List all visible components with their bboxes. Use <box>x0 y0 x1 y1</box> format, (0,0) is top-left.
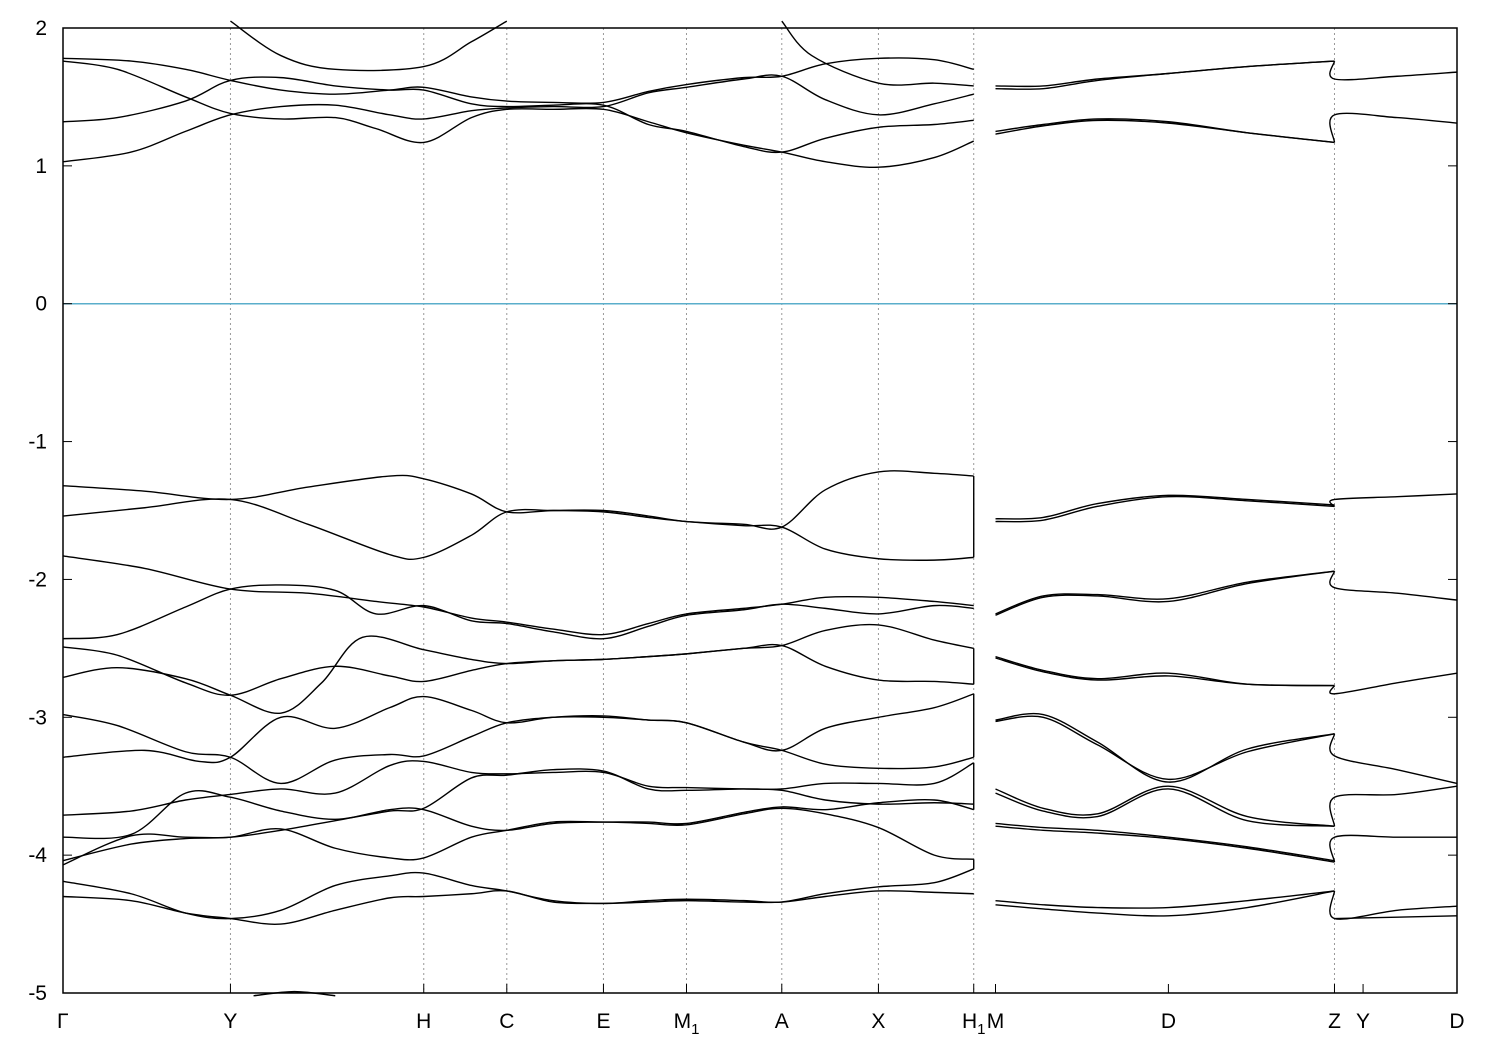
band-series-16 <box>62 584 974 640</box>
band-series-22 <box>62 790 974 860</box>
y-axis-ticks: 2 1 0 -1 -2 -3 -4 -5 <box>28 17 1457 1005</box>
x-tick-label-4: E <box>596 1010 610 1033</box>
band-series-1 <box>62 60 974 169</box>
y-tick-label-6: -4 <box>28 844 47 867</box>
band-series-11 <box>1329 112 1458 143</box>
band-series-4 <box>230 20 508 72</box>
band-series-9 <box>995 119 1335 144</box>
x-tick-label-2: H <box>416 1010 431 1033</box>
band-series-7 <box>995 60 1335 90</box>
y-tick-label-3: -1 <box>28 431 47 454</box>
band-series-48 <box>1329 672 1458 695</box>
y-tick-label-2: 0 <box>35 293 47 316</box>
x-tick-label-0: Γ <box>57 1010 69 1033</box>
x-tick-label-13: D <box>1449 1010 1464 1033</box>
band-series-41 <box>995 788 1335 827</box>
band-lines <box>62 20 1458 997</box>
vertical-gridlines <box>229 28 1335 993</box>
band-series-44 <box>995 890 1335 909</box>
band-series-27 <box>253 990 336 997</box>
x-tick-label-3: C <box>499 1010 514 1033</box>
band-series-45 <box>995 890 1335 917</box>
x-tick-label-9: M <box>987 1010 1005 1033</box>
band-series-47 <box>1329 570 1458 601</box>
band-series-18 <box>62 623 974 714</box>
x-tick-label-8: H1 <box>962 1010 986 1038</box>
band-series-34 <box>995 570 1335 615</box>
x-tick-label-7: X <box>871 1010 885 1033</box>
band-series-26 <box>62 889 974 926</box>
x-tick-label-10: D <box>1161 1010 1176 1033</box>
band-series-42 <box>995 822 1335 862</box>
plot-frame <box>62 27 1458 994</box>
y-tick-label-7: -5 <box>28 982 47 1005</box>
y-tick-label-4: -2 <box>28 568 47 591</box>
band-series-49 <box>1329 733 1458 785</box>
y-tick-label-5: -3 <box>28 706 47 729</box>
band-series-52 <box>1329 890 1458 920</box>
x-axis-ticks: Γ Y H C E M1 A X H1 M D Z Y D <box>57 984 1465 1038</box>
band-series-32 <box>995 494 1335 520</box>
x-tick-label-5: M1 <box>674 1010 700 1038</box>
band-series-33 <box>995 495 1335 523</box>
band-series-2 <box>62 76 974 154</box>
band-series-5 <box>781 20 974 87</box>
y-tick-label-1: 1 <box>35 155 47 178</box>
x-tick-label-12: Y <box>1356 1010 1370 1033</box>
band-series-35 <box>995 570 1335 616</box>
x-tick-label-1: Y <box>223 1010 237 1033</box>
band-series-40 <box>995 785 1335 827</box>
band-series-24 <box>62 762 975 866</box>
band-series-38 <box>995 712 1335 783</box>
band-series-39 <box>995 715 1335 781</box>
band-series-51 <box>1329 834 1457 863</box>
band-series-10 <box>1329 60 1458 81</box>
band-series-37 <box>995 657 1335 687</box>
band-series-3 <box>62 74 974 163</box>
x-tick-label-11: Z <box>1328 1010 1341 1033</box>
y-tick-label-0: 2 <box>35 17 47 40</box>
x-tick-label-6: A <box>775 1010 789 1033</box>
band-series-15 <box>62 555 974 636</box>
band-series-21 <box>62 760 974 816</box>
band-series-13 <box>62 498 974 561</box>
band-series-53 <box>1334 915 1458 920</box>
band-series-50 <box>1329 785 1458 827</box>
band-series-46 <box>1329 493 1458 508</box>
band-series-20 <box>62 693 974 764</box>
band-series-43 <box>995 825 1335 863</box>
